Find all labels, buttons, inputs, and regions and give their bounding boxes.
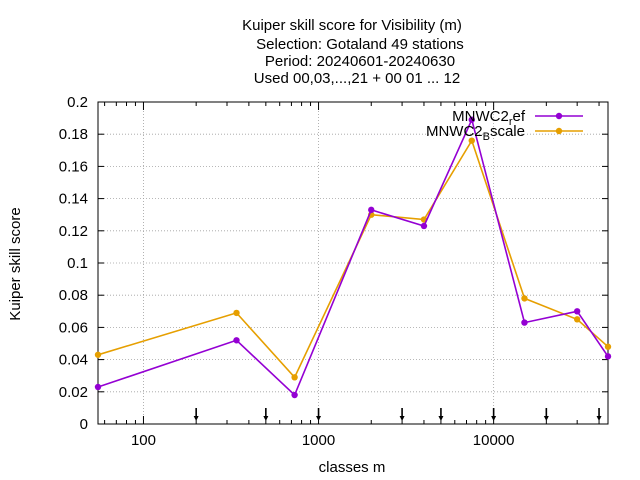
legend-marker-MNWC2_Bscale — [555, 127, 563, 135]
legend-entry-MNWC2_Bscale: MNWC2Bscale — [426, 123, 525, 143]
y-axis-label: Kuiper skill score — [7, 207, 24, 320]
y-tick-label: 0.12 — [59, 223, 88, 240]
title-line-3: Period: 20240601-20240630 — [265, 53, 455, 70]
y-tick-label: 0.04 — [59, 352, 88, 369]
title-line-4: Used 00,03,...,21 + 00 01 ... 12 — [254, 70, 460, 87]
arrow-marker-head — [491, 416, 497, 421]
legend-marker-MNWC2_ref — [555, 112, 563, 120]
arrow-marker-head — [263, 416, 269, 421]
data-point-MNWC2_Bscale — [233, 309, 240, 317]
data-point-MNWC2_Bscale — [94, 351, 102, 358]
data-point-MNWC2_Bscale — [573, 316, 581, 323]
arrow-marker-head — [316, 416, 322, 421]
data-point-MNWC2_ref — [468, 116, 475, 123]
y-tick-label: 0.2 — [67, 94, 88, 111]
title-line-2: Selection: Gotaland 49 stations — [256, 36, 464, 53]
chart-title: Kuiper skill score for Visibility (m) Se… — [242, 17, 464, 87]
arrow-marker-head — [543, 416, 549, 421]
y-tick-label: 0.02 — [59, 384, 88, 401]
data-point-MNWC2_ref — [573, 308, 581, 315]
y-tick-label: 0.08 — [59, 287, 88, 304]
data-point-MNWC2_Bscale — [468, 137, 475, 144]
series-group — [94, 116, 612, 399]
grid — [98, 102, 608, 424]
legend-entry-MNWC2_ref: MNWC2ref — [452, 108, 526, 128]
arrow-marker-head — [193, 416, 199, 421]
y-tick-label: 0 — [80, 416, 88, 433]
y-tick-label: 0.1 — [67, 255, 88, 272]
y-tick-label: 0.18 — [59, 126, 88, 143]
data-point-MNWC2_Bscale — [291, 374, 298, 381]
data-point-MNWC2_ref — [604, 353, 612, 360]
x-axis-label: classes m — [319, 459, 386, 476]
data-point-MNWC2_ref — [368, 206, 375, 214]
y-tick-label: 0.06 — [59, 319, 88, 336]
series-line-MNWC2_Bscale — [97, 138, 609, 379]
title-line-1: Kuiper skill score for Visibility (m) — [242, 17, 462, 34]
axes: 0 0.02 0.04 0.06 0.08 0.1 0.12 0.14 0.16 0.18 0.2 1… — [59, 94, 609, 449]
data-point-MNWC2_ref — [420, 222, 428, 230]
data-point-MNWC2_ref — [291, 391, 298, 399]
data-point-MNWC2_Bscale — [604, 343, 612, 350]
x-tick-label: 10000 — [473, 432, 515, 449]
y-tick-label: 0.14 — [59, 191, 88, 208]
arrow-marker-head — [399, 416, 405, 421]
x-tick-label: 1000 — [302, 432, 335, 449]
series-line-MNWC2_ref — [97, 117, 609, 397]
arrow-markers — [193, 408, 602, 421]
x-tick-label: 100 — [131, 432, 156, 449]
arrow-marker-head — [596, 416, 602, 421]
data-point-MNWC2_ref — [94, 383, 102, 391]
y-tick-label: 0.16 — [59, 158, 88, 175]
data-point-MNWC2_ref — [233, 337, 240, 344]
arrow-marker-head — [438, 416, 444, 421]
data-point-MNWC2_Bscale — [521, 295, 528, 302]
data-point-MNWC2_ref — [521, 319, 528, 326]
